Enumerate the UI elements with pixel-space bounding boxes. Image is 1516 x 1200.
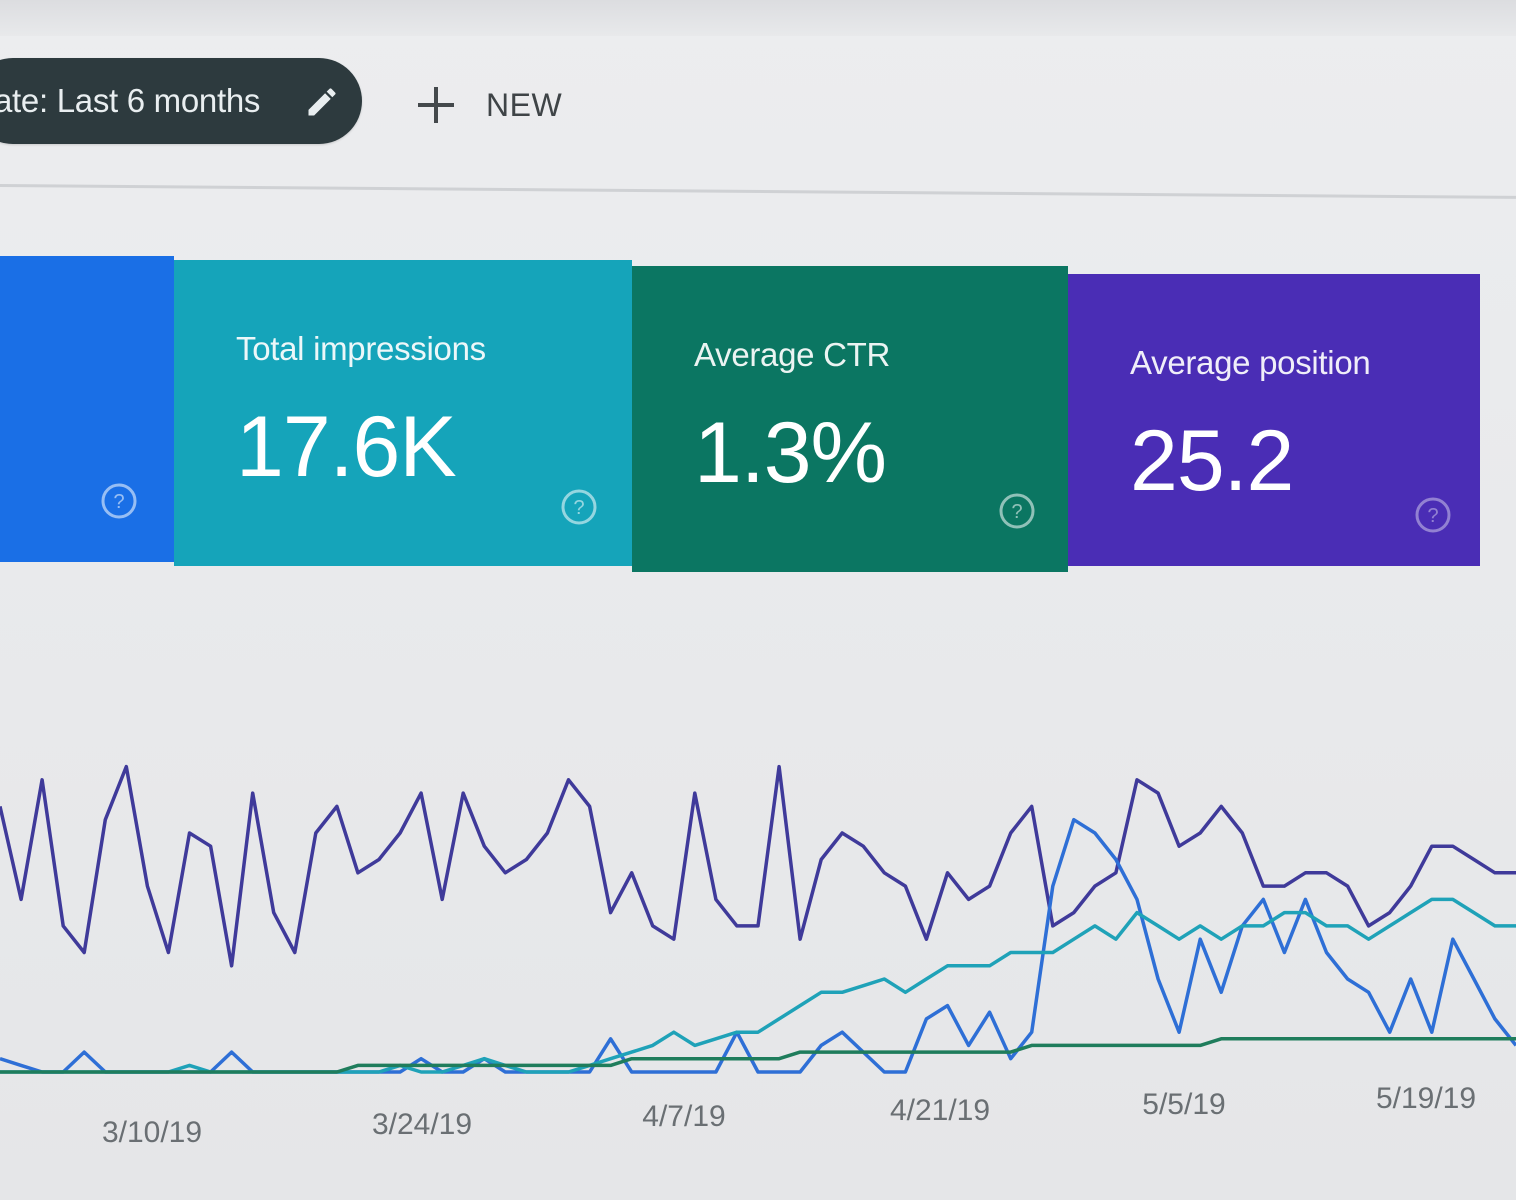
performance-line-chart: 3/10/19 3/24/19 4/7/19 4/21/19 5/5/19 5/19/19: [0, 764, 1516, 1149]
x-tick-label: 5/19/19: [1376, 1082, 1476, 1115]
performance-chart: 3/10/19 3/24/19 4/7/19 4/21/19 5/5/19 5/19/19: [0, 700, 1516, 1170]
metric-card-total-impressions[interactable]: Total impressions 17.6K ?: [174, 260, 632, 566]
metric-cards: ? Total impressions 17.6K ? Average CTR …: [0, 256, 1480, 572]
screen-top-edge: [0, 0, 1516, 36]
x-tick-label: 3/10/19: [102, 1116, 202, 1149]
x-tick-label: 3/24/19: [372, 1108, 472, 1141]
filter-toolbar: ate: Last 6 months NEW: [0, 30, 1516, 190]
metric-card-total-clicks[interactable]: ?: [0, 256, 174, 562]
metric-card-label: Average CTR: [694, 336, 891, 373]
series-line-3: [0, 1037, 1516, 1074]
svg-text:?: ?: [1011, 501, 1022, 523]
plus-icon: [414, 83, 458, 127]
svg-text:?: ?: [1427, 505, 1438, 527]
svg-text:?: ?: [573, 497, 584, 519]
metric-card-value: 1.3%: [694, 405, 887, 501]
x-tick-label: 5/5/19: [1142, 1088, 1225, 1121]
metric-card-value: 17.6K: [236, 399, 457, 495]
metric-card-average-ctr[interactable]: Average CTR 1.3% ?: [632, 266, 1068, 572]
new-button-label: NEW: [486, 86, 563, 123]
metric-card-label: Average position: [1130, 344, 1371, 381]
question-circle-icon[interactable]: ?: [1414, 496, 1452, 534]
series-line-0: [0, 764, 1516, 968]
question-circle-icon[interactable]: ?: [998, 492, 1036, 530]
question-circle-icon[interactable]: ?: [560, 488, 598, 526]
new-filter-button[interactable]: NEW: [410, 70, 590, 140]
date-filter-label: ate: Last 6 months: [0, 82, 261, 119]
pencil-icon[interactable]: [304, 84, 340, 120]
metric-card-value: 25.2: [1130, 413, 1294, 509]
date-filter-chip[interactable]: ate: Last 6 months: [0, 58, 362, 144]
metric-card-label: Total impressions: [236, 330, 486, 367]
question-circle-icon[interactable]: ?: [100, 482, 138, 520]
svg-text:?: ?: [113, 491, 124, 513]
x-tick-label: 4/21/19: [890, 1094, 990, 1127]
metric-card-average-position[interactable]: Average position 25.2 ?: [1068, 274, 1480, 566]
x-tick-label: 4/7/19: [642, 1100, 725, 1133]
